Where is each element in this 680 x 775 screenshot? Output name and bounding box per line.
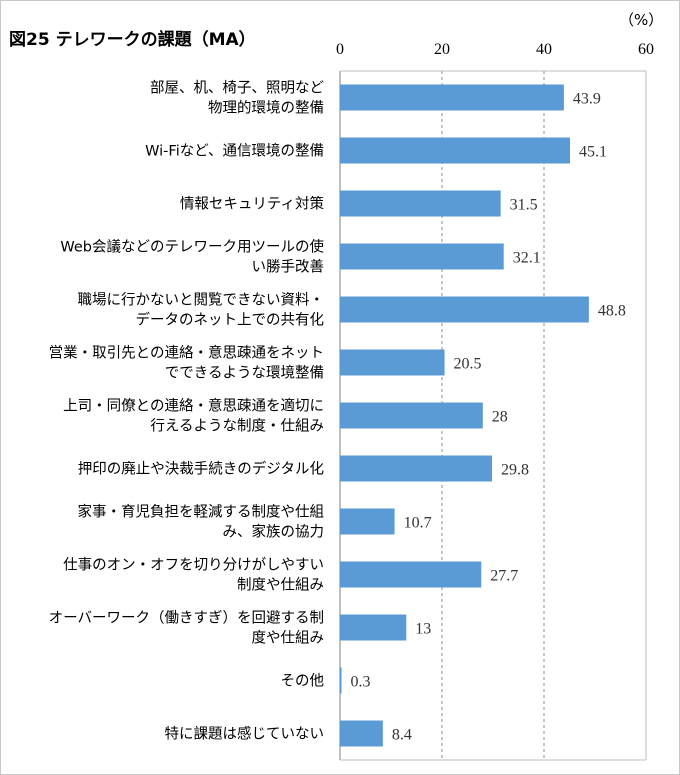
bar xyxy=(340,402,483,429)
x-tick-label: 60 xyxy=(638,41,654,58)
value-label: 13 xyxy=(415,621,431,638)
x-tick-label: 0 xyxy=(336,41,344,58)
value-label: 10.7 xyxy=(404,515,432,532)
category-label: 押印の廃止や決裁手続きのデジタル化 xyxy=(78,460,324,478)
bar xyxy=(340,137,571,164)
bar xyxy=(340,243,504,270)
value-label: 43.9 xyxy=(573,91,601,108)
bar xyxy=(340,190,501,217)
value-label: 45.1 xyxy=(579,144,607,161)
chart-title: 図25 テレワークの課題（MA） xyxy=(9,30,256,50)
value-label: 29.8 xyxy=(501,462,529,479)
value-label: 20.5 xyxy=(454,356,482,373)
value-label: 31.5 xyxy=(510,197,538,214)
bar xyxy=(340,455,492,482)
value-label: 48.8 xyxy=(598,303,626,320)
bar xyxy=(340,508,395,535)
value-label: 28 xyxy=(492,409,508,426)
bar xyxy=(340,667,342,694)
category-label: 情報セキュリティ対策 xyxy=(180,196,325,213)
unit-label: （%） xyxy=(619,11,664,29)
category-label: Wi-Fiなど、通信環境の整備 xyxy=(145,142,324,160)
category-label: 職場に行かないと閲覧できない資料・データのネット上での共有化 xyxy=(78,292,325,329)
category-label: オーバーワーク（働きすぎ）を回避する制度や仕組み xyxy=(49,610,324,647)
category-label: その他 xyxy=(281,673,325,690)
category-label: Web会議などのテレワーク用ツールの使い勝手改善 xyxy=(60,238,324,276)
value-label: 0.3 xyxy=(351,674,371,691)
x-tick-label: 20 xyxy=(434,41,450,58)
bar xyxy=(340,561,482,588)
bar xyxy=(340,720,383,747)
category-label: 特に課題は感じていない xyxy=(165,726,325,743)
category-label: 営業・取引先との連絡・意思疎通をネットでできるような環境整備 xyxy=(49,344,324,382)
bar xyxy=(340,614,407,641)
value-label: 27.7 xyxy=(490,568,518,585)
category-label: 上司・同僚との連絡・意思疎通を適切に行えるような制度・仕組み xyxy=(63,397,324,435)
category-label: 部屋、机、椅子、照明など物理的環境の整備 xyxy=(150,80,324,117)
x-tick-label: 40 xyxy=(536,41,552,58)
value-label: 8.4 xyxy=(392,727,412,744)
bar xyxy=(340,349,445,376)
bar xyxy=(340,84,564,111)
category-label: 家事・育児負担を軽減する制度や仕組み、家族の協力 xyxy=(78,504,325,541)
value-label: 32.1 xyxy=(513,250,541,267)
category-label: 仕事のオン・オフを切り分けがしやすい制度や仕組み xyxy=(63,557,324,594)
bar xyxy=(340,296,589,323)
